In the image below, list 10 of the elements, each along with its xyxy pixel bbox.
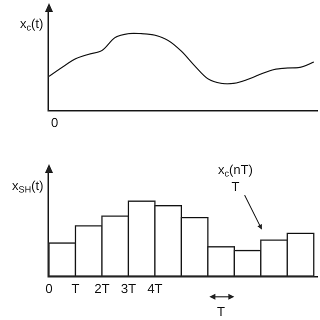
x-tick-label: 0 — [45, 280, 53, 296]
x-tick-label: 3T — [120, 280, 136, 296]
text: T — [217, 304, 225, 319]
y-axis-title: x$_{SH}$(t) — [12, 178, 44, 195]
x-tick-label: 2T — [94, 280, 110, 296]
x-tick-label: 4T — [147, 280, 163, 296]
y-axis-title: x$_{c}$(t) — [20, 16, 44, 33]
text: 0 — [51, 115, 58, 130]
x-tick-label: T — [72, 280, 80, 296]
text: x$_{c}$(nT) T — [218, 162, 253, 194]
